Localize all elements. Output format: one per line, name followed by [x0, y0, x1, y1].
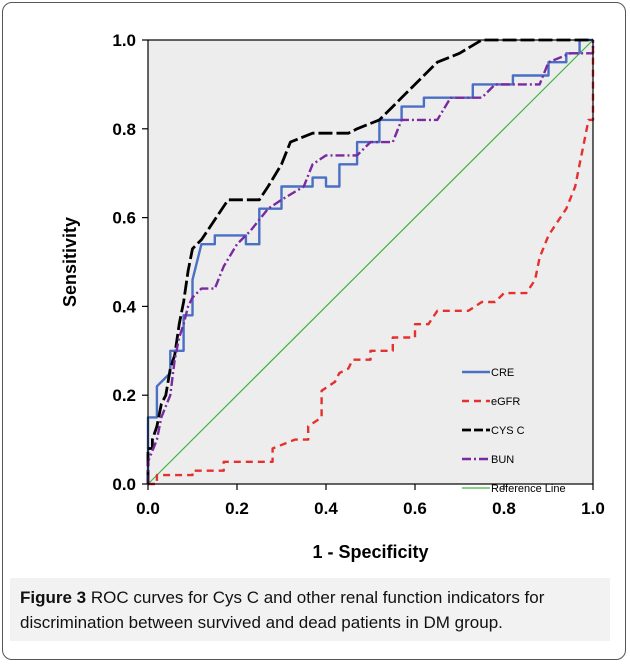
x-tick-label: 0.2 [225, 499, 249, 518]
series-line-egfr [148, 40, 595, 486]
legend: CRE eGFR CYS C BUN Reference Line [462, 367, 566, 495]
legend-label-cre: CRE [491, 367, 514, 379]
y-tick-label: 0.8 [112, 120, 136, 139]
y-tick-label: 0.4 [112, 297, 136, 316]
x-axis-label: 1 - Specificity [312, 542, 428, 562]
legend-label-reference-line: Reference Line [491, 483, 566, 495]
x-tick-label: 0.8 [492, 499, 516, 518]
figure-caption: Figure 3 ROC curves for Cys C and other … [10, 578, 610, 641]
y-axis-label: Sensitivity [60, 217, 80, 307]
legend-label-egfr: eGFR [491, 396, 520, 408]
legend-label-bun: BUN [491, 454, 514, 466]
y-tick-label: 0.6 [112, 209, 136, 228]
series-line-bun [146, 40, 595, 484]
series-line-cys-c [146, 38, 593, 484]
series-line-reference-line [147, 39, 594, 485]
y-tick-label: 0.0 [112, 475, 136, 494]
caption-text: ROC curves for Cys C and other renal fun… [20, 588, 545, 632]
x-tick-label: 0.4 [314, 499, 338, 518]
plot-border [147, 39, 594, 485]
x-tick-label: 0.6 [403, 499, 427, 518]
legend-label-cys-c: CYS C [491, 425, 525, 437]
caption-label: Figure 3 [20, 588, 87, 607]
x-tick-label: 1.0 [581, 499, 605, 518]
x-tick-label: 0.0 [136, 499, 160, 518]
y-tick-label: 1.0 [112, 31, 136, 50]
y-tick-label: 0.2 [112, 386, 136, 405]
roc-chart: 0.0 0.2 0.4 0.6 0.8 1.0 0.0 0.2 0.4 0.6 0.8 1.0 1 … [60, 31, 605, 562]
